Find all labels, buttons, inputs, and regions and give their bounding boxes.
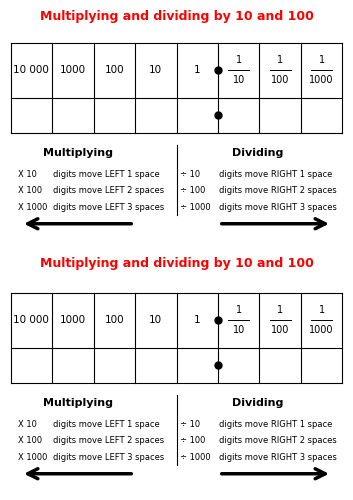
Text: digits move RIGHT 1 space: digits move RIGHT 1 space [219,170,332,179]
Text: 1: 1 [319,305,325,315]
Text: ÷ 10: ÷ 10 [180,420,200,429]
Text: 10: 10 [233,325,245,335]
Text: digits move LEFT 2 spaces: digits move LEFT 2 spaces [53,436,164,446]
Text: 10: 10 [233,75,245,85]
Text: Multiplying: Multiplying [43,398,113,407]
Text: 10: 10 [149,315,162,325]
Text: 100: 100 [104,65,124,75]
Text: 1: 1 [319,55,325,65]
Text: ÷ 100: ÷ 100 [180,186,205,195]
Text: 1000: 1000 [310,75,334,85]
Text: ÷ 1000: ÷ 1000 [180,452,211,462]
Text: 1000: 1000 [310,325,334,335]
Text: digits move LEFT 3 spaces: digits move LEFT 3 spaces [53,452,164,462]
Text: X 10: X 10 [18,420,36,429]
Text: ÷ 100: ÷ 100 [180,436,205,446]
Text: digits move LEFT 2 spaces: digits move LEFT 2 spaces [53,186,164,195]
Text: 100: 100 [271,325,289,335]
Text: 100: 100 [104,315,124,325]
Text: digits move RIGHT 3 spaces: digits move RIGHT 3 spaces [219,452,337,462]
Text: X 100: X 100 [18,436,42,446]
Text: ÷ 10: ÷ 10 [180,170,200,179]
Text: 1: 1 [236,305,242,315]
Text: 1000: 1000 [60,65,86,75]
Text: X 100: X 100 [18,186,42,195]
Text: 1: 1 [236,55,242,65]
Text: 10 000: 10 000 [13,65,49,75]
Text: digits move LEFT 1 space: digits move LEFT 1 space [53,420,160,429]
Text: 10 000: 10 000 [13,315,49,325]
Text: X 1000: X 1000 [18,202,47,211]
Text: X 10: X 10 [18,170,36,179]
Text: X 1000: X 1000 [18,452,47,462]
Text: 10: 10 [149,65,162,75]
Text: digits move RIGHT 3 spaces: digits move RIGHT 3 spaces [219,202,337,211]
Text: Multiplying: Multiplying [43,148,113,158]
Text: Dividing: Dividing [232,148,283,158]
Text: digits move RIGHT 2 spaces: digits move RIGHT 2 spaces [219,436,337,446]
Text: Multiplying and dividing by 10 and 100: Multiplying and dividing by 10 and 100 [40,258,313,270]
Text: Dividing: Dividing [232,398,283,407]
Text: 1: 1 [277,305,283,315]
Text: digits move RIGHT 2 spaces: digits move RIGHT 2 spaces [219,186,337,195]
Text: ÷ 1000: ÷ 1000 [180,202,211,211]
Text: Multiplying and dividing by 10 and 100: Multiplying and dividing by 10 and 100 [40,10,313,23]
Text: 100: 100 [271,75,289,85]
Text: digits move RIGHT 1 space: digits move RIGHT 1 space [219,420,332,429]
Text: digits move LEFT 1 space: digits move LEFT 1 space [53,170,160,179]
Text: 1: 1 [194,65,201,75]
Text: 1000: 1000 [60,315,86,325]
Text: 1: 1 [277,55,283,65]
Text: digits move LEFT 3 spaces: digits move LEFT 3 spaces [53,202,164,211]
Text: 1: 1 [194,315,201,325]
